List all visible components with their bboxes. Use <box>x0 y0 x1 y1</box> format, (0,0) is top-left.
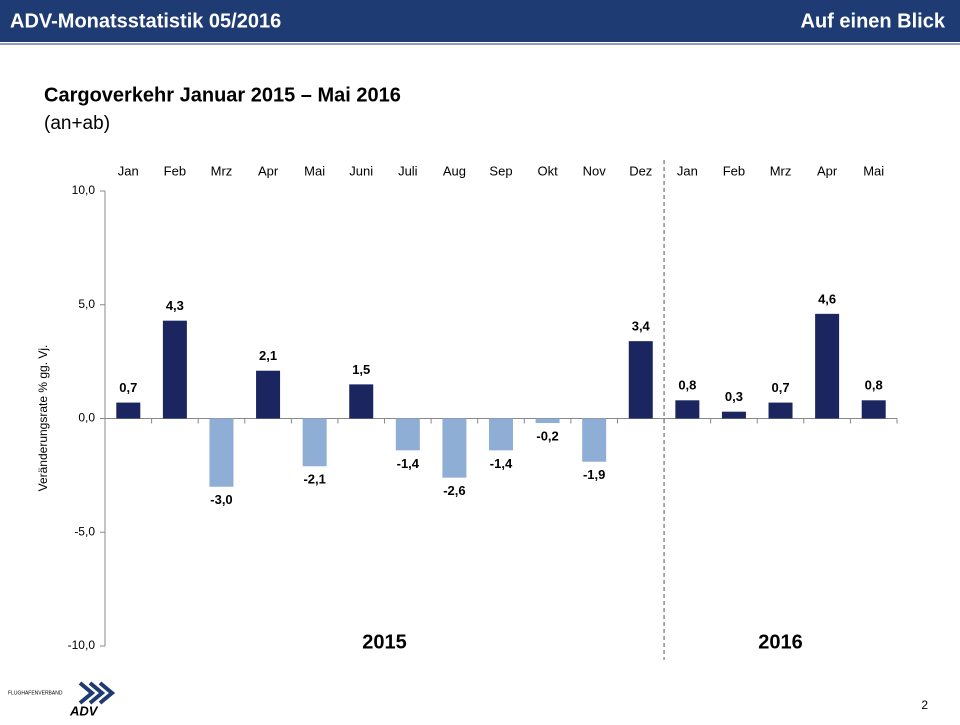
value-label: 0,8 <box>678 378 696 393</box>
header-bar <box>0 0 960 42</box>
x-tick-label: Feb <box>723 163 745 178</box>
bar <box>395 418 420 451</box>
value-label: -2,1 <box>303 472 325 487</box>
logo-small: FLUGHAFENVERBAND <box>8 690 63 696</box>
x-tick-label: Okt <box>537 163 558 178</box>
y-tick-label: -5,0 <box>74 524 95 538</box>
bar <box>302 418 327 467</box>
x-tick-label: Dez <box>629 163 652 178</box>
value-label: 0,7 <box>119 380 137 395</box>
header-right: Auf einen Blick <box>801 10 946 32</box>
x-tick-label: Nov <box>583 163 607 178</box>
bar <box>768 402 793 419</box>
bar <box>116 402 141 419</box>
bar <box>442 418 467 478</box>
page-number: 2 <box>921 698 928 712</box>
value-label: 0,7 <box>771 380 789 395</box>
value-label: -3,0 <box>210 492 232 507</box>
y-tick-label: 10,0 <box>72 183 96 197</box>
value-label: -1,9 <box>583 467 605 482</box>
bar <box>209 418 234 487</box>
value-label: -2,6 <box>443 483 465 498</box>
group-label: 2016 <box>758 631 803 653</box>
value-label: 4,3 <box>166 298 184 313</box>
x-tick-label: Mrz <box>770 163 792 178</box>
value-label: 0,3 <box>725 389 743 404</box>
y-tick-label: 0,0 <box>78 411 95 425</box>
value-label: 3,4 <box>632 319 651 334</box>
bar <box>535 418 560 424</box>
value-label: -1,4 <box>490 456 513 471</box>
y-tick-label: 5,0 <box>78 297 95 311</box>
x-tick-label: Jan <box>677 163 698 178</box>
x-tick-label: Apr <box>817 163 838 178</box>
value-label: -1,4 <box>397 456 420 471</box>
chart-title: Cargoverkehr Januar 2015 – Mai 2016 <box>44 84 401 106</box>
value-label: 4,6 <box>818 291 836 306</box>
bar <box>628 341 653 419</box>
bar <box>582 418 607 462</box>
value-label: 2,1 <box>259 348 277 363</box>
x-tick-label: Mai <box>863 163 884 178</box>
x-tick-label: Mai <box>304 163 325 178</box>
bar <box>162 320 187 419</box>
bar <box>489 418 513 451</box>
bar <box>815 313 840 419</box>
x-tick-label: Sep <box>489 163 512 178</box>
x-tick-label: Apr <box>258 163 279 178</box>
value-label: -0,2 <box>536 428 558 443</box>
x-tick-label: Juni <box>349 163 373 178</box>
value-label: 0,8 <box>865 378 883 393</box>
value-label: 1,5 <box>352 362 370 377</box>
logo: FLUGHAFENVERBAND ADV <box>8 681 116 718</box>
header-title: ADV-Monatsstatistik 05/2016 <box>10 10 281 32</box>
x-tick-label: Mrz <box>211 163 233 178</box>
group-label: 2015 <box>362 631 407 653</box>
y-axis-label: Veränderungsrate % gg. Vj. <box>36 345 50 492</box>
logo-text: ADV <box>69 703 99 718</box>
x-tick-label: Juli <box>398 163 418 178</box>
x-tick-label: Aug <box>443 163 466 178</box>
bar <box>349 384 374 419</box>
chart-subtitle: (an+ab) <box>44 113 110 134</box>
bar <box>256 370 281 419</box>
x-tick-label: Jan <box>118 163 139 178</box>
logo-mark <box>78 681 116 705</box>
x-tick-label: Feb <box>164 163 186 178</box>
y-tick-label: -10,0 <box>68 638 96 652</box>
bar <box>861 400 886 419</box>
bar <box>675 400 700 419</box>
bar <box>721 411 746 419</box>
